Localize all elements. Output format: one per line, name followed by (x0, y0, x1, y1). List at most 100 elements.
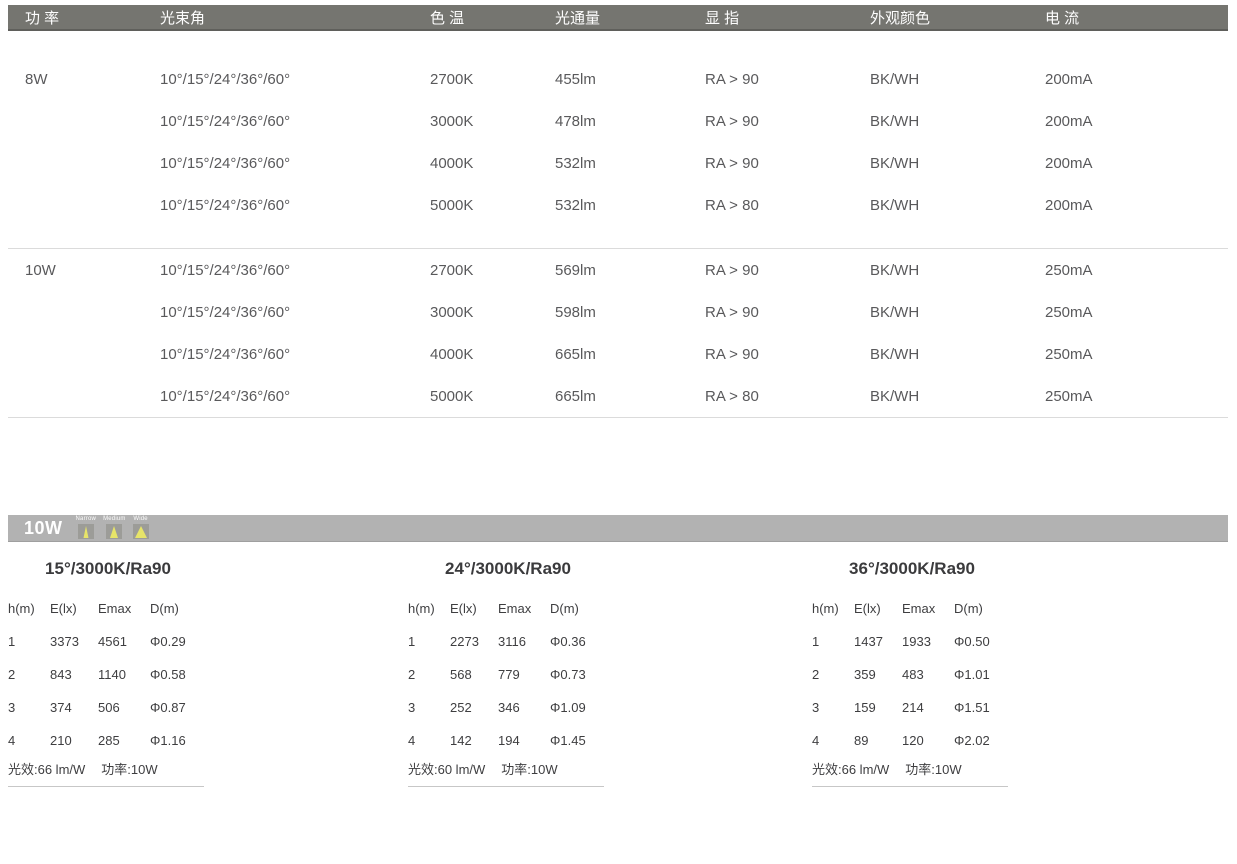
photometry-cell: 2 (408, 667, 416, 682)
current-cell: 200mA (1045, 154, 1093, 172)
photometry-cell: 1 (8, 634, 16, 649)
spec-row: 10°/15°/24°/36°/60° 5000K 532lm RA > 80 BK/W… (8, 184, 1228, 226)
photometry-column-header: Emax (498, 601, 532, 616)
photometry-cell: Φ0.50 (954, 634, 990, 649)
photometry-column-header: E(lx) (450, 601, 477, 616)
photometry-cell: 252 (450, 700, 472, 715)
cri-cell: RA > 80 (705, 387, 759, 405)
photometry-table-header-row: h(m) E(lx) Emax D(m) (408, 592, 623, 625)
photometry-cell: 1 (408, 634, 416, 649)
spec-row: 10°/15°/24°/36°/60° 3000K 478lm RA > 90 BK/W… (8, 100, 1228, 142)
photometry-cell: 3373 (50, 634, 79, 649)
spec-column-header: 显 指 (705, 9, 740, 27)
datasheet-page: 功 率 光束角 色 温 光通量 显 指 外观颜色 电 流 8W 10°/15°/24°/36°… (8, 5, 1228, 794)
photometry-cell: 3 (408, 700, 416, 715)
photometry-cell: 3 (8, 700, 16, 715)
photometry-column-header: D(m) (954, 601, 983, 616)
photometry-cell: 142 (450, 733, 472, 748)
photometry-cell: 506 (98, 700, 120, 715)
cri-cell: RA > 90 (705, 345, 759, 363)
current-cell: 200mA (1045, 196, 1093, 214)
photometry-cell: 4 (812, 733, 820, 748)
photometry-table-footer: 光效:66 lm/W 功率:10W (812, 757, 1008, 787)
photometry-table-row: 2 568 779 Φ0.73 (408, 658, 623, 691)
beam-icon-wide: Wide (132, 516, 149, 539)
photometry-section: 10W Narrow Medium Wide 15°/3000K/Ra90 h(m) E… (8, 515, 1228, 794)
photometry-table-footer: 光效:66 lm/W 功率:10W (8, 757, 204, 787)
cri-cell: RA > 90 (705, 112, 759, 130)
spec-column-header: 外观颜色 (870, 9, 931, 27)
spec-table-header-row: 功 率 光束角 色 温 光通量 显 指 外观颜色 电 流 (8, 5, 1228, 31)
photometry-table-row: 3 374 506 Φ0.87 (8, 691, 223, 724)
current-cell: 250mA (1045, 261, 1093, 279)
photometry-cell: 843 (50, 667, 72, 682)
spec-column-header: 色 温 (430, 9, 465, 27)
current-cell: 250mA (1045, 387, 1093, 405)
photometry-column-header: Emax (902, 601, 936, 616)
photometry-cell: 4561 (98, 634, 127, 649)
photometry-table-row: 3 159 214 Φ1.51 (812, 691, 1027, 724)
spec-group-10w: 10W 10°/15°/24°/36°/60° 2700K 569lm RA > 90 B… (8, 249, 1228, 417)
photometry-table: 36°/3000K/Ra90 h(m) E(lx) Emax D(m) 1 1437 1933… (812, 542, 1027, 787)
photometry-column-header: E(lx) (50, 601, 77, 616)
cct-cell: 2700K (430, 261, 474, 279)
photometry-cell: Φ0.73 (550, 667, 586, 682)
current-cell: 250mA (1045, 345, 1093, 363)
photometry-table-row: 1 1437 1933 Φ0.50 (812, 625, 1027, 658)
spec-column-header: 功 率 (25, 9, 60, 27)
spec-row: 8W 10°/15°/24°/36°/60° 2700K 455lm RA > 90 BK… (8, 58, 1228, 100)
spec-column-header: 光束角 (160, 9, 206, 27)
photometry-cell: Φ0.58 (150, 667, 186, 682)
beam-angle-cell: 10°/15°/24°/36°/60° (160, 112, 291, 130)
spec-table: 功 率 光束角 色 温 光通量 显 指 外观颜色 电 流 8W 10°/15°/24°/36°… (8, 5, 1228, 418)
cct-cell: 2700K (430, 70, 474, 88)
finish-cell: BK/WH (870, 196, 920, 214)
photometry-table-row: 2 359 483 Φ1.01 (812, 658, 1027, 691)
photometry-cell: 1933 (902, 634, 931, 649)
photometry-table-row: 2 843 1140 Φ0.58 (8, 658, 223, 691)
beam-icon-label: Narrow (75, 516, 97, 522)
cct-cell: 3000K (430, 112, 474, 130)
photometry-cell: 3 (812, 700, 820, 715)
photometry-cell: 4 (8, 733, 16, 748)
spec-table-body: 8W 10°/15°/24°/36°/60° 2700K 455lm RA > 90 BK… (8, 31, 1228, 418)
photometry-cell: Φ1.45 (550, 733, 586, 748)
flux-cell: 598lm (555, 303, 596, 321)
photometry-column-header: h(m) (812, 601, 839, 616)
finish-cell: BK/WH (870, 70, 920, 88)
photometry-cell: Φ0.87 (150, 700, 186, 715)
current-cell: 250mA (1045, 303, 1093, 321)
cct-cell: 4000K (430, 345, 474, 363)
photometry-table: 15°/3000K/Ra90 h(m) E(lx) Emax D(m) 1 3373 4561… (8, 542, 223, 787)
flux-cell: 455lm (555, 70, 596, 88)
photometry-column-header: D(m) (550, 601, 579, 616)
photometry-power-label: 10W (24, 517, 63, 538)
finish-cell: BK/WH (870, 387, 920, 405)
photometry-table-row: 4 210 285 Φ1.16 (8, 724, 223, 757)
power-label: 功率:10W (101, 762, 158, 777)
current-cell: 200mA (1045, 70, 1093, 88)
photometry-cell: 483 (902, 667, 924, 682)
photometry-table-row: 1 3373 4561 Φ0.29 (8, 625, 223, 658)
photometry-power-bar: 10W Narrow Medium Wide (8, 515, 1228, 542)
photometry-cell: 359 (854, 667, 876, 682)
spec-row: 10°/15°/24°/36°/60° 4000K 532lm RA > 90 BK/W… (8, 142, 1228, 184)
photometry-cell: Φ1.16 (150, 733, 186, 748)
cri-cell: RA > 80 (705, 196, 759, 214)
flux-cell: 532lm (555, 154, 596, 172)
photometry-column-header: h(m) (408, 601, 435, 616)
cct-cell: 5000K (430, 387, 474, 405)
cri-cell: RA > 90 (705, 70, 759, 88)
spec-group-8w: 8W 10°/15°/24°/36°/60° 2700K 455lm RA > 90 BK… (8, 31, 1228, 248)
power-label: 功率:10W (501, 762, 558, 777)
photometry-table-title: 24°/3000K/Ra90 (445, 559, 571, 578)
finish-cell: BK/WH (870, 154, 920, 172)
flux-cell: 532lm (555, 196, 596, 214)
photometry-cell: 89 (854, 733, 869, 748)
flux-cell: 478lm (555, 112, 596, 130)
section-divider (8, 248, 1228, 249)
photometry-cell: Φ1.09 (550, 700, 586, 715)
beam-angle-cell: 10°/15°/24°/36°/60° (160, 70, 291, 88)
finish-cell: BK/WH (870, 261, 920, 279)
photometry-cell: 120 (902, 733, 924, 748)
